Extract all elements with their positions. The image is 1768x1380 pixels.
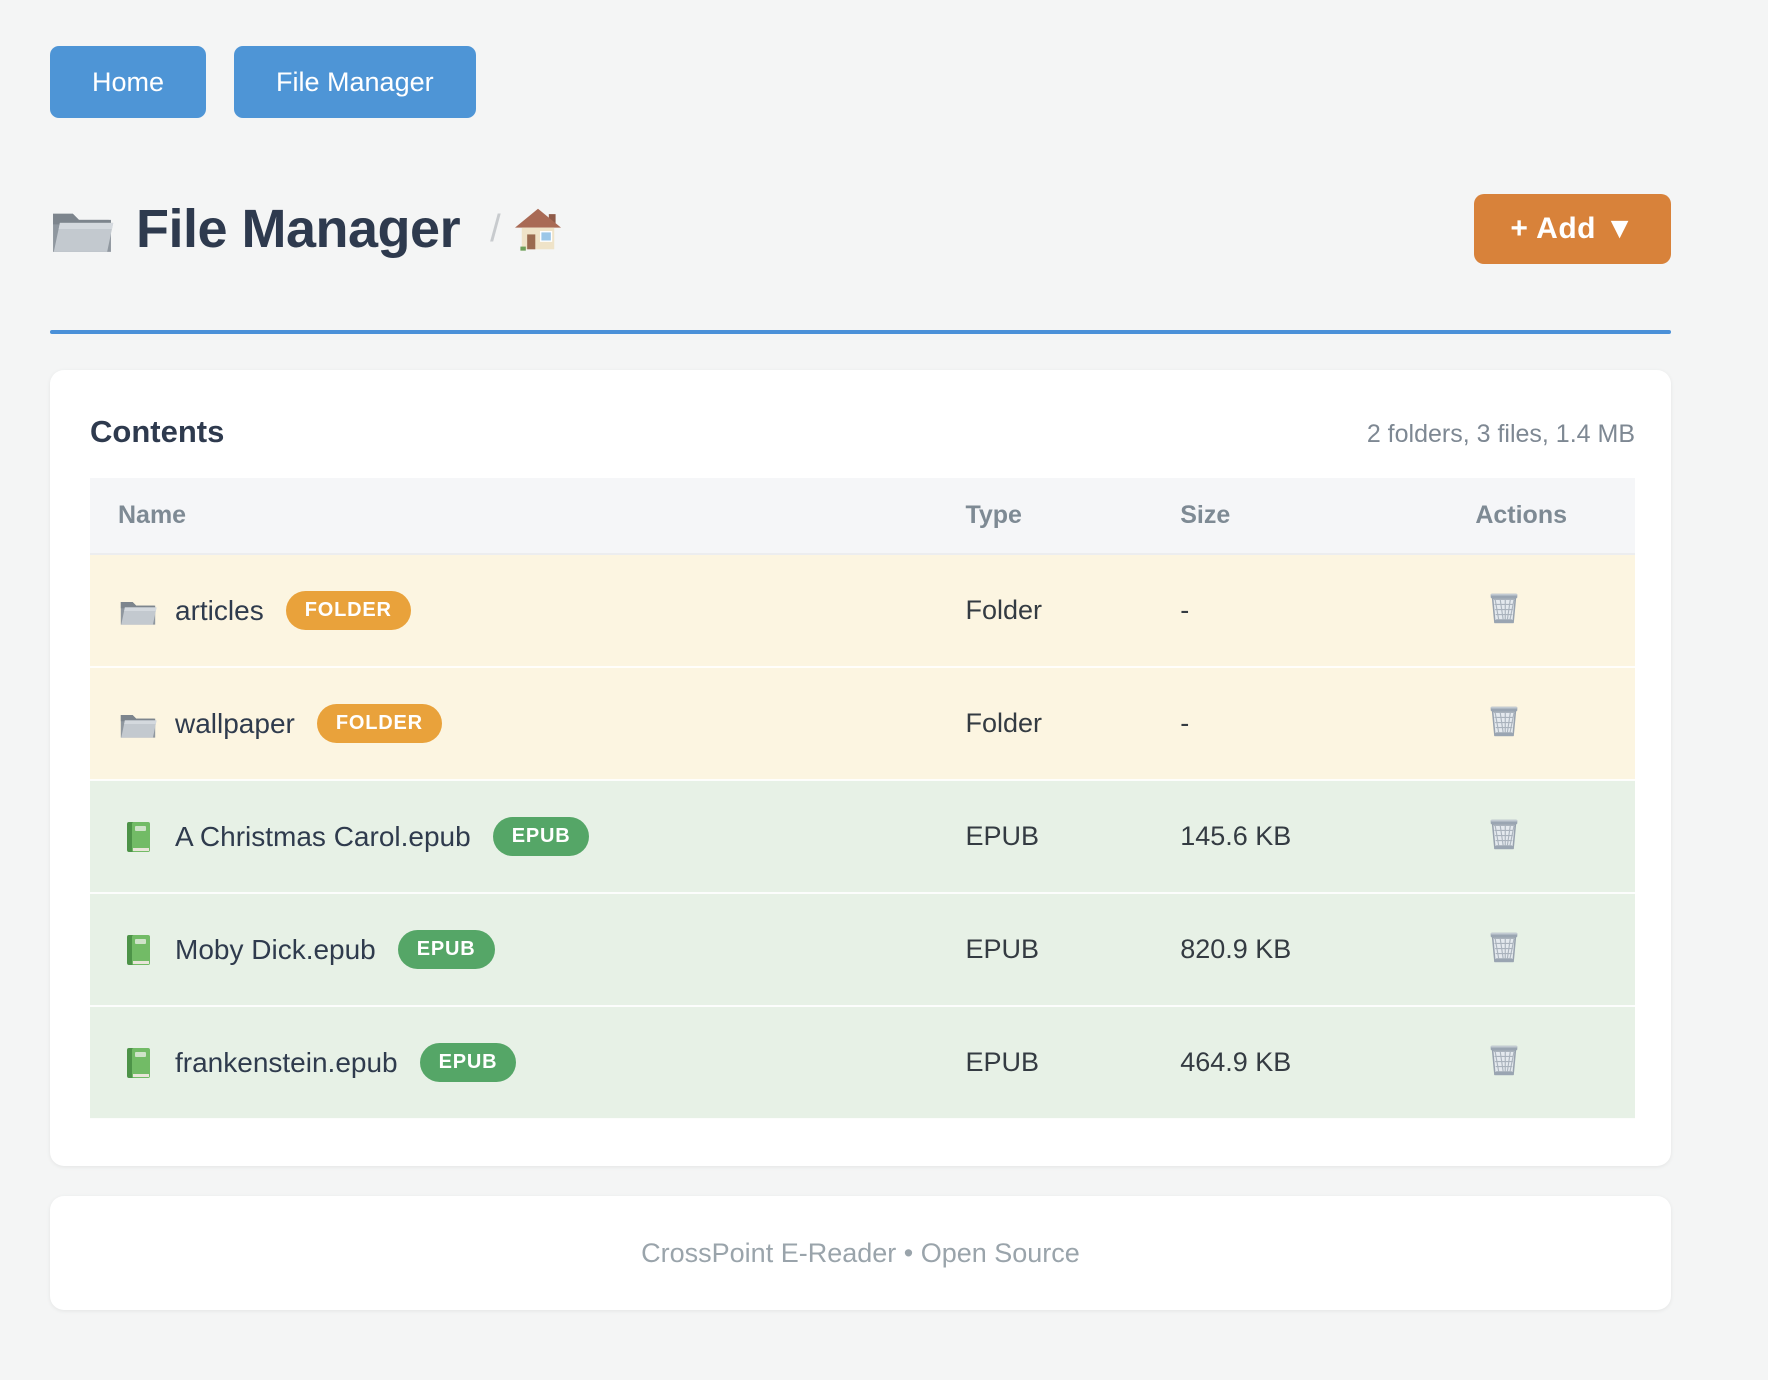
delete-button[interactable] <box>1485 925 1523 967</box>
file-type-badge: FOLDER <box>285 591 411 630</box>
trash-icon <box>1490 818 1519 850</box>
delete-button[interactable] <box>1485 586 1523 628</box>
file-manager-button[interactable]: File Manager <box>234 46 476 118</box>
delete-button[interactable] <box>1485 699 1523 741</box>
column-header-name: Name <box>90 478 965 554</box>
file-type-badge: EPUB <box>492 817 590 856</box>
table-header-row: Name Type Size Actions <box>90 478 1635 554</box>
green-book-icon <box>127 934 150 965</box>
title-group: File Manager / <box>50 198 561 260</box>
trash-icon <box>1490 931 1519 963</box>
file-type: Folder <box>965 595 1042 625</box>
table-row[interactable]: wallpaper FOLDER Folder - <box>90 667 1635 780</box>
file-type: EPUB <box>965 821 1039 851</box>
table-row[interactable]: frankenstein.epub EPUB EPUB 464.9 KB <box>90 1006 1635 1119</box>
title-divider <box>50 330 1671 334</box>
table-row[interactable]: Moby Dick.epub EPUB EPUB 820.9 KB <box>90 893 1635 1006</box>
name-cell: Moby Dick.epub EPUB <box>91 930 963 969</box>
home-button[interactable]: Home <box>50 46 207 118</box>
folder-icon <box>120 714 157 738</box>
file-size: 145.6 KB <box>1180 821 1292 851</box>
home-icon[interactable] <box>514 207 561 251</box>
column-header-size: Size <box>1179 478 1475 554</box>
name-cell: wallpaper FOLDER <box>91 704 963 743</box>
contents-header: Contents 2 folders, 3 files, 1.4 MB <box>90 414 1635 450</box>
column-header-actions: Actions <box>1474 478 1635 554</box>
contents-card: Contents 2 folders, 3 files, 1.4 MB Name… <box>50 370 1671 1166</box>
file-size: - <box>1180 708 1190 738</box>
contents-summary: 2 folders, 3 files, 1.4 MB <box>1366 420 1635 448</box>
file-name[interactable]: wallpaper <box>175 707 295 739</box>
name-cell: A Christmas Carol.epub EPUB <box>91 817 963 856</box>
column-header-type: Type <box>964 478 1180 554</box>
page-title: File Manager <box>136 199 461 259</box>
table-row[interactable]: A Christmas Carol.epub EPUB EPUB 145.6 K… <box>90 780 1635 893</box>
file-table: Name Type Size Actions articles FOLDER F… <box>90 478 1635 1120</box>
name-cell: articles FOLDER <box>91 591 963 630</box>
file-name[interactable]: articles <box>175 594 264 626</box>
add-button[interactable]: + Add ▼ <box>1474 194 1671 264</box>
top-nav: Home File Manager <box>50 46 1671 118</box>
file-type: EPUB <box>965 1047 1039 1077</box>
file-size: 820.9 KB <box>1180 934 1292 964</box>
file-name[interactable]: Moby Dick.epub <box>175 933 376 965</box>
green-book-icon <box>127 1047 150 1078</box>
file-name[interactable]: A Christmas Carol.epub <box>175 820 471 852</box>
breadcrumb-separator: / <box>490 207 501 250</box>
file-type-badge: EPUB <box>397 930 495 969</box>
file-type-badge: EPUB <box>419 1043 517 1082</box>
footer-card: CrossPoint E-Reader • Open Source <box>50 1196 1671 1310</box>
page-header: File Manager / + Add ▼ <box>50 188 1671 270</box>
trash-icon <box>1490 592 1519 624</box>
file-type-badge: FOLDER <box>316 704 442 743</box>
contents-title: Contents <box>90 414 225 449</box>
table-row[interactable]: articles FOLDER Folder - <box>90 554 1635 667</box>
file-table-body: articles FOLDER Folder - wallpaper <box>90 554 1635 1119</box>
folder-icon <box>53 213 114 252</box>
delete-button[interactable] <box>1485 812 1523 854</box>
file-size: 464.9 KB <box>1180 1047 1292 1077</box>
file-size: - <box>1180 595 1190 625</box>
footer-text: CrossPoint E-Reader • Open Source <box>641 1237 1080 1268</box>
trash-icon <box>1490 705 1519 737</box>
file-type: Folder <box>965 708 1042 738</box>
folder-icon <box>120 601 157 625</box>
trash-icon <box>1490 1044 1519 1076</box>
file-type: EPUB <box>965 934 1039 964</box>
breadcrumb: / <box>490 207 561 251</box>
file-name[interactable]: frankenstein.epub <box>175 1046 398 1078</box>
green-book-icon <box>127 821 150 852</box>
delete-button[interactable] <box>1485 1038 1523 1080</box>
name-cell: frankenstein.epub EPUB <box>91 1043 963 1082</box>
